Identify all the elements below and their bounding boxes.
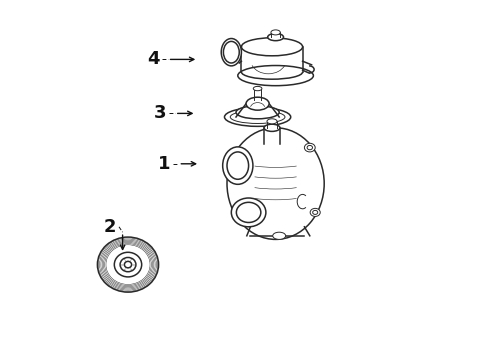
Ellipse shape: [227, 128, 324, 239]
Ellipse shape: [221, 39, 242, 66]
Ellipse shape: [238, 66, 314, 86]
Ellipse shape: [114, 252, 142, 277]
Ellipse shape: [120, 257, 136, 272]
Ellipse shape: [222, 147, 253, 184]
Ellipse shape: [268, 33, 284, 41]
Text: 3: 3: [154, 104, 167, 122]
Ellipse shape: [246, 97, 269, 110]
Text: 1: 1: [158, 155, 170, 173]
Ellipse shape: [242, 38, 303, 56]
Ellipse shape: [227, 152, 248, 179]
Ellipse shape: [304, 143, 315, 152]
Ellipse shape: [236, 202, 261, 222]
Ellipse shape: [253, 86, 262, 91]
Ellipse shape: [271, 30, 280, 35]
Ellipse shape: [224, 108, 291, 126]
Ellipse shape: [236, 106, 279, 119]
Ellipse shape: [98, 237, 159, 292]
Ellipse shape: [313, 210, 318, 215]
Ellipse shape: [307, 145, 313, 150]
Ellipse shape: [264, 124, 280, 131]
Ellipse shape: [231, 198, 266, 227]
Ellipse shape: [124, 261, 132, 268]
Ellipse shape: [230, 111, 285, 123]
Ellipse shape: [267, 119, 277, 124]
Text: 4: 4: [147, 50, 159, 68]
Ellipse shape: [273, 232, 286, 239]
Ellipse shape: [310, 208, 320, 216]
Text: 2: 2: [104, 218, 116, 236]
